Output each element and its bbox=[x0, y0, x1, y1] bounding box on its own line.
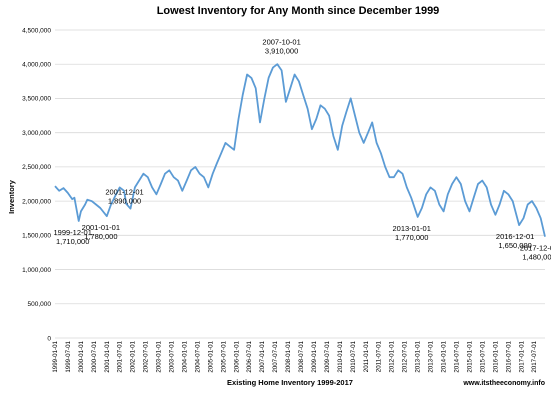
x-tick-label: 2001-07-01 bbox=[117, 340, 124, 372]
y-tick-label: 500,000 bbox=[28, 301, 52, 308]
x-tick-label: 2012-01-01 bbox=[389, 340, 396, 372]
annotations: 1999-12-011,710,000 2001-01-011,780,000 20… bbox=[54, 37, 551, 261]
y-tick-label: 3,000,000 bbox=[22, 130, 51, 137]
x-tick-label: 1999-01-01 bbox=[52, 340, 59, 372]
x-tick-label: 2017-01-01 bbox=[518, 340, 525, 372]
x-tick-label: 2014-01-01 bbox=[441, 340, 448, 372]
x-tick-label: 2003-07-01 bbox=[168, 340, 175, 372]
x-tick-label: 2005-01-01 bbox=[207, 340, 214, 372]
y-axis-ticks: 0 500,000 1,000,000 1,500,000 2,000,000 2,500… bbox=[22, 27, 51, 342]
y-tick-label: 4,000,000 bbox=[22, 62, 51, 69]
x-tick-label: 2010-07-01 bbox=[350, 340, 357, 372]
annotation-value: 1,890,000 bbox=[108, 197, 141, 206]
x-tick-label: 2013-07-01 bbox=[428, 340, 435, 372]
x-tick-label: 2008-01-01 bbox=[285, 340, 292, 372]
x-tick-label: 2016-07-01 bbox=[505, 340, 512, 372]
annotation-value: 1,780,000 bbox=[84, 232, 117, 241]
x-tick-label: 1999-07-01 bbox=[65, 340, 72, 372]
x-tick-label: 2015-01-01 bbox=[466, 340, 473, 372]
annotation-date: 2001-01-01 bbox=[82, 223, 120, 232]
chart-title: Lowest Inventory for Any Month since Dec… bbox=[157, 5, 440, 17]
annotation-date: 2017-12-01 bbox=[520, 244, 551, 253]
x-tick-label: 2007-07-01 bbox=[272, 340, 279, 372]
x-tick-label: 2009-01-01 bbox=[311, 340, 318, 372]
x-tick-label: 2013-01-01 bbox=[415, 340, 422, 372]
x-tick-label: 2016-01-01 bbox=[492, 340, 499, 372]
x-tick-label: 2004-07-01 bbox=[194, 340, 201, 372]
annotation-value: 1,710,000 bbox=[56, 237, 89, 246]
annotation-date: 1999-12-01 bbox=[54, 228, 92, 237]
y-tick-label: 3,500,000 bbox=[22, 96, 51, 103]
x-tick-label: 2010-01-01 bbox=[337, 340, 344, 372]
inventory-series-line bbox=[54, 63, 546, 237]
annotation-value: 3,910,000 bbox=[265, 46, 298, 55]
x-tick-label: 2007-01-01 bbox=[259, 340, 266, 372]
annotation-date: 2016-12-01 bbox=[496, 232, 534, 241]
y-axis-title: Inventory bbox=[7, 179, 16, 214]
annotation-date: 2007-10-01 bbox=[262, 37, 300, 46]
y-tick-label: 4,500,000 bbox=[22, 27, 51, 34]
x-tick-label: 2002-01-01 bbox=[130, 340, 137, 372]
x-tick-label: 2005-07-01 bbox=[220, 340, 227, 372]
annotation-date: 2001-12-01 bbox=[105, 188, 143, 197]
x-tick-label: 2000-01-01 bbox=[78, 340, 85, 372]
x-tick-label: 2014-07-01 bbox=[453, 340, 460, 372]
y-tick-label: 2,500,000 bbox=[22, 164, 51, 171]
gridlines bbox=[55, 29, 545, 339]
x-axis-title: Existing Home Inventory 1999-2017 bbox=[227, 378, 353, 387]
x-tick-label: 2000-07-01 bbox=[91, 340, 98, 372]
x-tick-label: 2017-07-01 bbox=[531, 340, 538, 372]
x-tick-label: 2011-07-01 bbox=[376, 340, 383, 372]
x-tick-label: 2001-01-01 bbox=[104, 340, 111, 372]
x-tick-label: 2006-01-01 bbox=[233, 340, 240, 372]
annotation-date: 2013-01-01 bbox=[393, 224, 431, 233]
x-tick-label: 2008-07-01 bbox=[298, 340, 305, 372]
x-tick-label: 2009-07-01 bbox=[324, 340, 331, 372]
watermark-text: www.itstheeconomy.info bbox=[462, 380, 545, 387]
x-tick-label: 2002-07-01 bbox=[143, 340, 150, 372]
x-tick-label: 2004-01-01 bbox=[182, 340, 189, 372]
y-tick-label: 0 bbox=[47, 335, 51, 342]
x-tick-label: 2015-07-01 bbox=[479, 340, 486, 372]
annotation-value: 1,480,000 bbox=[522, 253, 551, 262]
y-tick-label: 2,000,000 bbox=[22, 198, 51, 205]
x-tick-label: 2012-07-01 bbox=[402, 340, 409, 372]
x-tick-label: 2006-07-01 bbox=[246, 340, 253, 372]
x-tick-label: 2003-01-01 bbox=[156, 340, 163, 372]
annotation-value: 1,650,000 bbox=[498, 241, 531, 250]
annotation-value: 1,770,000 bbox=[395, 233, 428, 242]
y-tick-label: 1,500,000 bbox=[22, 233, 51, 240]
x-axis-ticks: 1999-01-01 1999-07-01 2000-01-01 2000-07-01… bbox=[52, 340, 538, 372]
y-tick-label: 1,000,000 bbox=[22, 267, 51, 274]
x-tick-label: 2011-01-01 bbox=[363, 340, 370, 372]
